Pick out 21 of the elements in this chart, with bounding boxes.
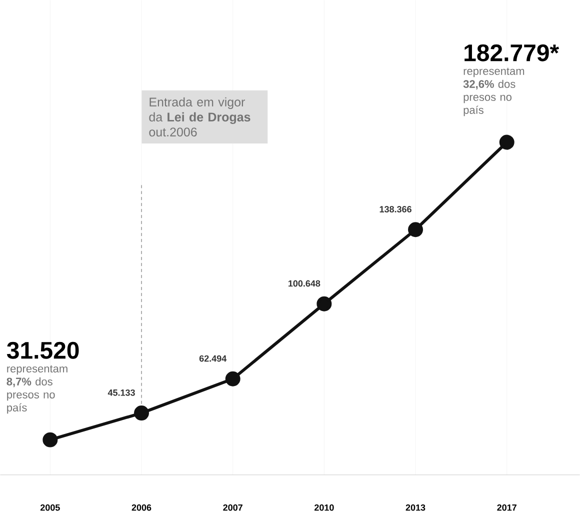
ref-line-label: Entrada em vigor da Lei de Drogas out.2006	[149, 97, 250, 137]
x-tick-label: 2013	[406, 504, 426, 511]
x-tick-label: 2005	[40, 504, 60, 511]
data-label: 31.520	[6, 342, 79, 359]
x-tick-label: 2010	[314, 504, 334, 511]
x-tick-label: 2006	[132, 504, 152, 511]
annotation: representam 32,6% dos presos no país	[463, 68, 524, 116]
x-tick-label: 2017	[497, 504, 516, 511]
point	[42, 432, 58, 448]
data-label: 45.133	[108, 390, 135, 396]
point	[499, 134, 514, 150]
point	[225, 371, 240, 386]
data-label: 100.648	[288, 280, 320, 287]
data-label: 182.779*	[464, 44, 560, 62]
point	[316, 296, 332, 312]
point	[134, 406, 149, 421]
data-label: 138.366	[380, 206, 412, 213]
data-label: 62.494	[199, 355, 227, 362]
point	[408, 222, 424, 238]
x-tick-label: 2007	[223, 504, 242, 511]
annotation: representam 8,7% dos presos no país	[6, 365, 68, 414]
